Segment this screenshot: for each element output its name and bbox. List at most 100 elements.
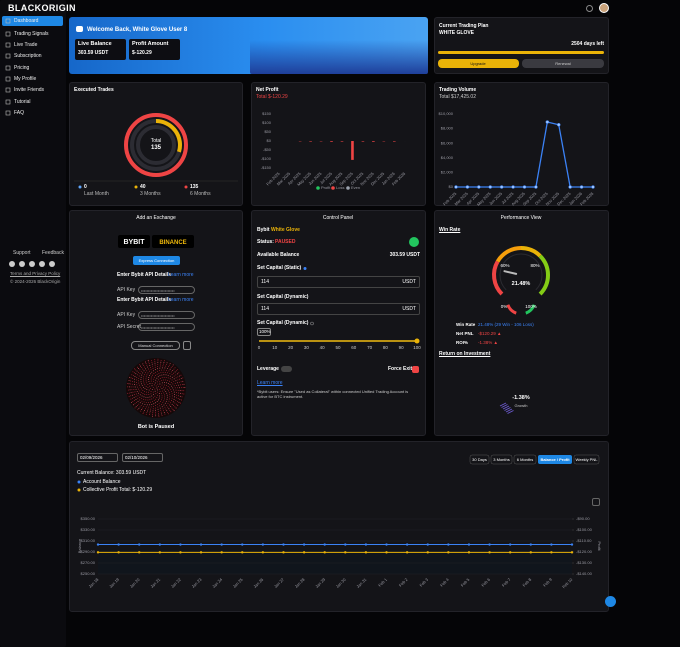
plan-name: White Glove <box>271 227 300 233</box>
globe-dot <box>157 363 159 365</box>
leverage-toggle[interactable] <box>281 366 292 372</box>
x-tick-label: Feb 10 <box>561 576 574 589</box>
learn-more[interactable]: Learn more <box>257 380 283 386</box>
globe-dot <box>143 398 145 400</box>
renewal-label[interactable]: Renewal <box>555 60 571 66</box>
welcome-art <box>250 40 428 74</box>
manual-button[interactable] <box>131 341 180 350</box>
tab-label[interactable]: 3 Months <box>493 456 510 462</box>
date-to[interactable] <box>122 453 163 462</box>
globe-dot <box>171 376 173 378</box>
binance-logo[interactable] <box>152 235 194 248</box>
globe-dot <box>165 408 167 410</box>
globe-dot <box>153 403 155 405</box>
globe-dot <box>180 384 182 386</box>
learn-more[interactable]: Learn more <box>168 297 194 303</box>
globe-dot <box>165 376 167 378</box>
gauge-arc <box>492 260 504 296</box>
menu-item[interactable]: Invite Friends <box>14 86 45 93</box>
tab[interactable] <box>573 454 600 465</box>
tab-label[interactable]: Balance / Profit <box>540 456 570 462</box>
api-secret-input[interactable] <box>138 323 195 331</box>
globe-dot <box>175 407 177 409</box>
api-key-input[interactable] <box>138 311 195 319</box>
tab[interactable] <box>469 454 490 465</box>
globe-dot <box>176 394 178 396</box>
menu-item[interactable]: Pricing <box>14 64 30 71</box>
social-icon[interactable] <box>9 261 15 267</box>
globe-dot <box>181 396 183 398</box>
globe-dot <box>152 410 154 412</box>
social-icon[interactable] <box>29 261 35 267</box>
social-icon[interactable] <box>19 261 25 267</box>
globe-dot <box>173 389 175 391</box>
globe-dot <box>159 381 161 383</box>
social-icon[interactable] <box>49 261 55 267</box>
tab-label[interactable]: 30 Days <box>472 456 487 462</box>
globe-dot <box>140 388 142 390</box>
legend-label: 6 Months <box>190 191 211 197</box>
menu-icon[interactable] <box>592 498 600 506</box>
manual-label[interactable]: Manual Connection <box>138 342 173 348</box>
manual-icon[interactable] <box>183 341 191 350</box>
y2-tick-label: -$130.00 <box>576 560 593 565</box>
globe-dot <box>134 391 136 393</box>
tab-label[interactable]: 6 Months <box>516 456 534 462</box>
express-button[interactable] <box>133 256 180 265</box>
slider-thumb[interactable] <box>414 338 420 344</box>
menu-item[interactable]: Dashboard <box>14 17 39 24</box>
globe-dot <box>169 409 171 411</box>
date-value[interactable]: 02/09/2026 <box>80 455 103 460</box>
support-link[interactable]: Support <box>13 250 31 256</box>
globe-dot <box>139 406 141 408</box>
globe-dot <box>181 393 183 395</box>
feedback-link[interactable]: Feedback <box>42 250 64 256</box>
globe-dot <box>161 390 163 392</box>
api-key-input[interactable] <box>138 286 195 294</box>
static-input[interactable] <box>257 276 420 288</box>
social-icon[interactable] <box>39 261 45 267</box>
upgrade-button[interactable] <box>438 59 519 68</box>
globe-dot <box>137 395 139 397</box>
scroll-top-button[interactable] <box>605 596 616 607</box>
renewal-button[interactable] <box>522 59 604 68</box>
bar <box>372 141 375 142</box>
menu-item[interactable]: Subscription <box>14 52 42 59</box>
terms-link[interactable]: Terms and Privacy Policy <box>10 271 61 276</box>
tab[interactable] <box>513 454 537 465</box>
y-axis-label: Balance <box>77 538 82 553</box>
menu-item[interactable]: Trading Signals <box>14 30 49 37</box>
y2-tick-label: -$120.00 <box>576 549 593 554</box>
globe-dot <box>153 376 155 378</box>
upgrade-label[interactable]: Upgrade <box>470 60 486 66</box>
force-exit-button[interactable] <box>412 366 419 373</box>
date-value[interactable]: 02/10/2026 <box>125 455 148 460</box>
avatar[interactable] <box>599 3 609 13</box>
tab[interactable] <box>538 455 572 464</box>
menu-item[interactable]: My Profile <box>14 75 37 82</box>
globe-dot <box>163 360 165 362</box>
menu-icon <box>5 65 11 71</box>
globe-dot <box>163 379 165 381</box>
tab-label[interactable]: Weekly PNL <box>575 456 598 462</box>
globe-dot <box>143 386 144 388</box>
learn-more[interactable]: Learn more <box>168 272 194 278</box>
menu-item[interactable]: Live Trade <box>14 41 38 48</box>
globe-dot <box>127 392 129 394</box>
globe-dot <box>132 380 133 382</box>
legend-dot <box>346 186 350 190</box>
globe-dot <box>148 361 150 363</box>
x-tick-label: Jan 18 <box>87 576 100 589</box>
center-label: Total <box>150 138 162 144</box>
globe-dot <box>144 366 146 368</box>
menu-item[interactable]: Tutorial <box>14 98 31 105</box>
tab[interactable] <box>490 454 513 465</box>
globe-dot <box>169 396 171 398</box>
date-from[interactable] <box>77 453 118 462</box>
bybit-logo[interactable] <box>118 235 150 248</box>
dynamic-input[interactable] <box>257 303 420 315</box>
settings-icon[interactable] <box>586 5 593 12</box>
play-button[interactable] <box>409 237 419 247</box>
express-label[interactable]: Express Connection <box>138 257 175 263</box>
menu-item[interactable]: FAQ <box>14 109 25 116</box>
